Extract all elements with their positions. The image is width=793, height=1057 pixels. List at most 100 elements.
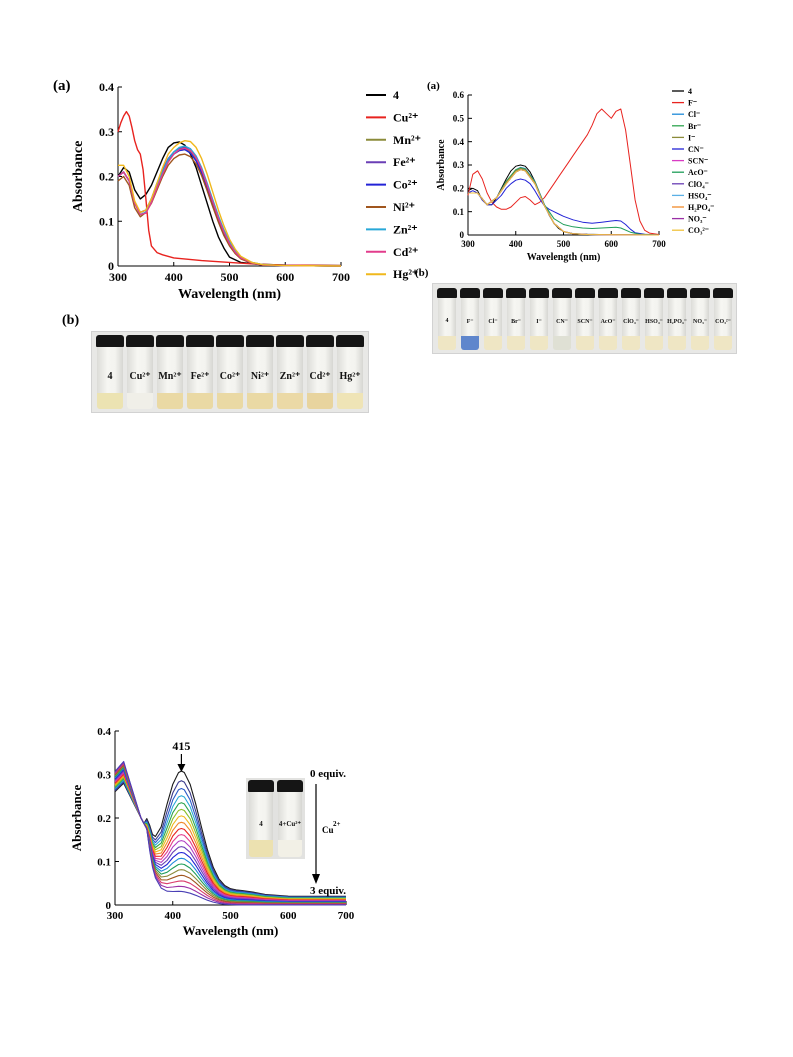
x-tick-label: 500	[221, 270, 239, 284]
vial-solution	[507, 336, 525, 350]
x-tick-label: 500	[222, 910, 239, 922]
x-tick-label: 700	[652, 239, 666, 249]
legend-label: 4	[688, 87, 692, 96]
legend-label: Hg²⁺	[393, 267, 418, 281]
vial-label: Cd²⁺	[309, 371, 331, 382]
y-axis-title: Absorbance	[71, 141, 86, 213]
vial-cap	[506, 288, 526, 298]
vial: CN⁻	[552, 288, 572, 350]
vial-cap	[644, 288, 664, 298]
vial-glass	[127, 346, 153, 409]
vial-label: H₂PO₄⁻	[667, 319, 687, 325]
vial-glass	[622, 297, 640, 350]
x-axis-title: Wavelength (nm)	[183, 923, 279, 938]
vial-label: AcO⁻	[600, 319, 616, 325]
vial: 4	[437, 288, 457, 350]
vial-solution	[461, 336, 479, 350]
vial-label: 4+Cu²⁺	[278, 820, 302, 828]
vial-solution	[307, 392, 333, 409]
vial-glass	[307, 346, 333, 409]
legend-label: ClO₄⁻	[688, 180, 709, 189]
vial-solution	[484, 336, 502, 350]
vial-solution	[278, 840, 302, 857]
x-tick-label: 700	[338, 910, 355, 922]
y-tick-label: 0.3	[97, 769, 111, 781]
vial: Hg²⁺	[336, 335, 364, 409]
y-tick-label: 0.5	[453, 113, 465, 123]
y-tick-label: 0.2	[453, 183, 465, 193]
series-line-0	[117, 141, 342, 267]
vial-cap	[96, 335, 124, 347]
vial-label: F⁻	[466, 319, 474, 325]
end-equiv-label: 3 equiv.	[310, 885, 346, 897]
y-tick-label: 0.2	[97, 813, 111, 825]
legend-label: HSO₄⁻	[688, 191, 712, 200]
vial-solution	[530, 336, 548, 350]
vial-cap	[575, 288, 595, 298]
series-line-12	[468, 169, 660, 236]
series-line-8	[118, 139, 342, 267]
y-axis-title: Absorbance	[69, 785, 84, 852]
y-tick-label: 0.3	[99, 125, 114, 139]
anion-vials-photo: 4 F⁻ Cl⁻ Br⁻ I⁻ CN⁻ SCN⁻ AcO⁻ ClO₄⁻ HSO₄⁻ H₂PO₄⁻ NO…	[432, 283, 737, 354]
legend-label: SCN⁻	[688, 157, 708, 166]
vial-cap	[216, 335, 244, 347]
vial-cap	[156, 335, 184, 347]
vial-glass	[277, 346, 303, 409]
vial-cap	[598, 288, 618, 298]
panel-label-anions-b: (b)	[415, 267, 429, 279]
legend-label: Cl⁻	[688, 110, 700, 119]
legend-label: Cu²⁺	[393, 110, 418, 124]
vial-glass	[576, 297, 594, 350]
vial-cap	[248, 780, 274, 793]
vial-solution	[645, 336, 663, 350]
vial-label: Ni²⁺	[250, 371, 270, 382]
vial-cap	[126, 335, 154, 347]
vial-label: Zn²⁺	[279, 371, 301, 382]
vial: AcO⁻	[598, 288, 618, 350]
vial-cap	[246, 335, 274, 347]
vial-glass	[645, 297, 663, 350]
vial-label: 4	[445, 318, 449, 324]
legend-label: F⁻	[688, 99, 697, 108]
y-tick-label: 0.4	[99, 80, 114, 94]
vial-label: Cu²⁺	[129, 371, 151, 382]
vial-solution	[576, 336, 594, 350]
vial-label: SCN⁻	[577, 319, 593, 325]
panel-label-cations-b: (b)	[62, 313, 80, 328]
vial-solution	[247, 392, 273, 409]
vial: CO₃²⁻	[713, 288, 733, 350]
vial-cap	[460, 288, 480, 298]
series-line-7	[117, 147, 342, 267]
vial-cap	[667, 288, 687, 298]
vial: 4	[248, 780, 274, 857]
vial-solution	[187, 392, 213, 409]
legend-label: Mn²⁺	[393, 133, 421, 147]
x-tick-label: 500	[557, 239, 571, 249]
vial-label: Mn²⁺	[158, 371, 182, 382]
vial-cap	[690, 288, 710, 298]
vial-solution	[277, 392, 303, 409]
vial-cap	[529, 288, 549, 298]
vial-glass	[461, 297, 479, 350]
x-tick-label: 600	[280, 910, 297, 922]
vial: Mn²⁺	[156, 335, 184, 409]
vial-glass	[599, 297, 617, 350]
vial-glass	[337, 346, 363, 409]
titration-vials-photo: 4 4+Cu²⁺	[246, 778, 305, 859]
vial: I⁻	[529, 288, 549, 350]
panel-label-anions-a: (a)	[427, 80, 440, 92]
vial: ClO₄⁻	[621, 288, 641, 350]
vial-solution	[157, 392, 183, 409]
vial-solution	[337, 392, 363, 409]
series-line-5	[117, 153, 342, 267]
x-tick-label: 300	[461, 239, 475, 249]
y-tick-label: 0.4	[453, 137, 465, 147]
vial: SCN⁻	[575, 288, 595, 350]
legend-label: NO₃⁻	[688, 215, 707, 224]
legend-label: CO₃²⁻	[688, 226, 709, 235]
vial-cap	[483, 288, 503, 298]
vial-label: I⁻	[536, 319, 542, 325]
vial-cap	[336, 335, 364, 347]
